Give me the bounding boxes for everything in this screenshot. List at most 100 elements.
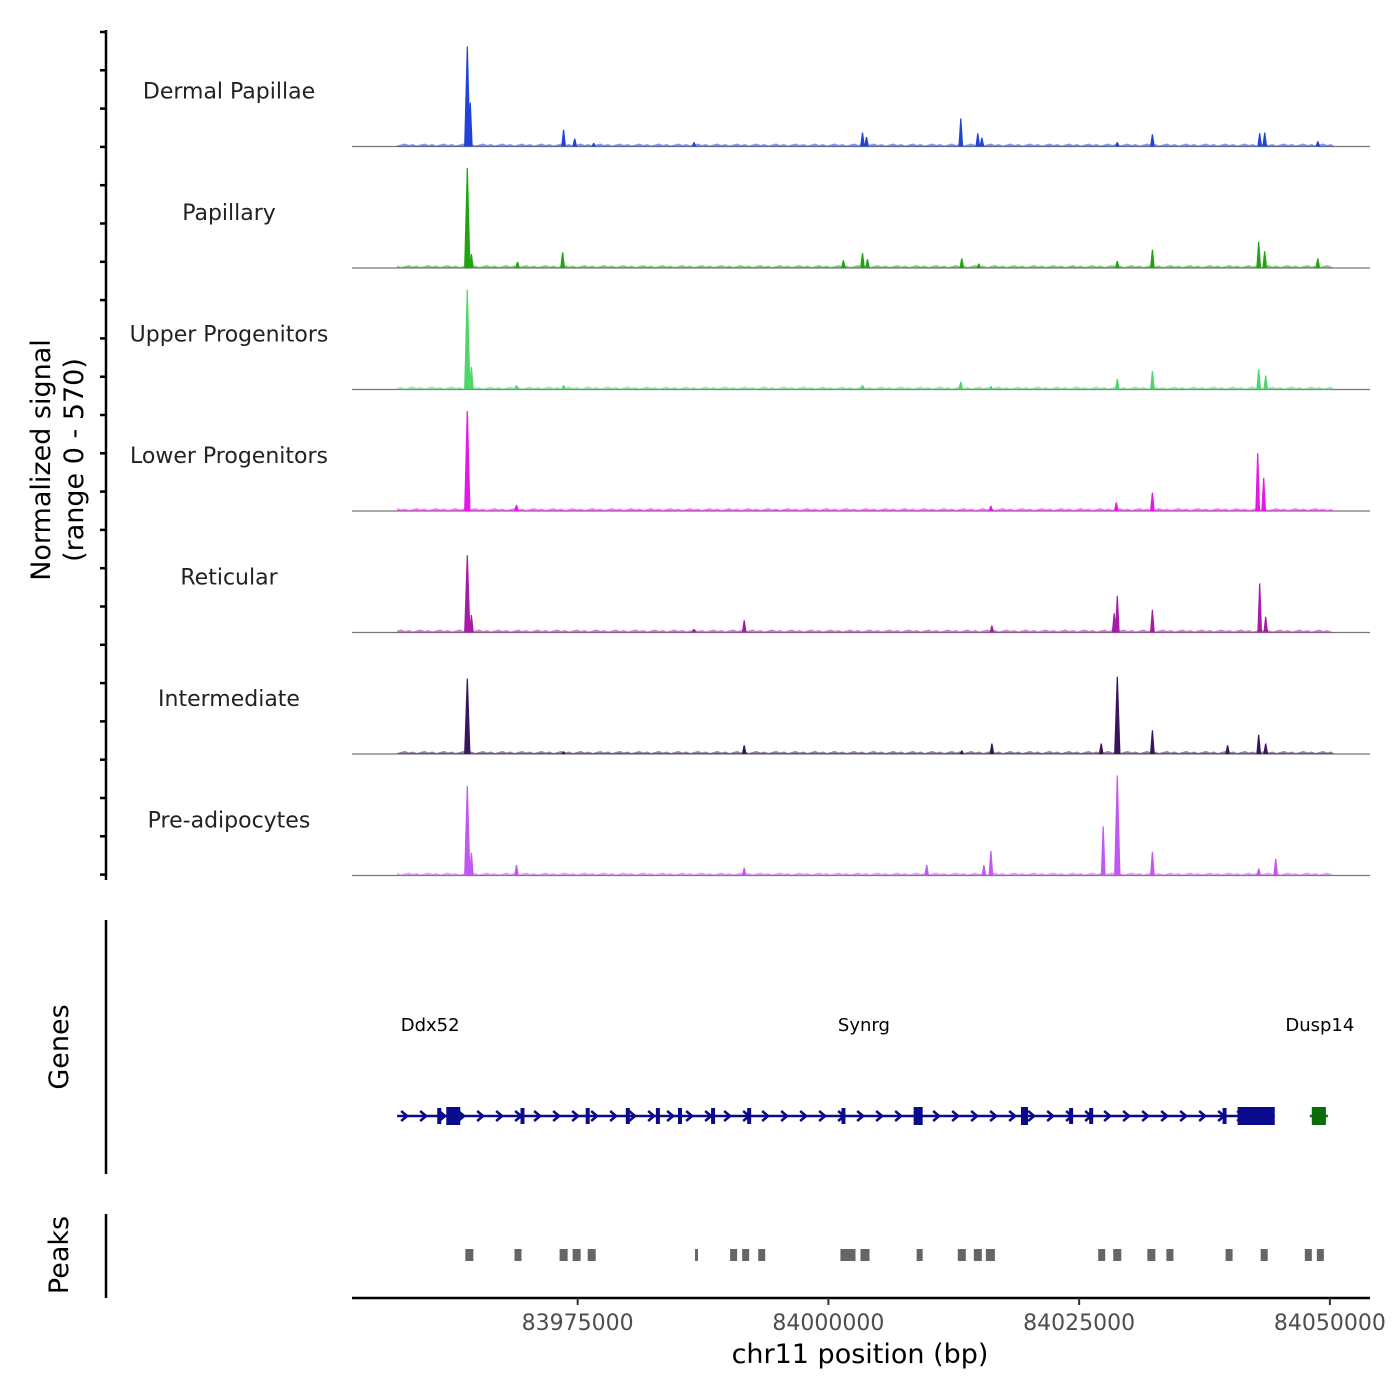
gene-label: Ddx52 [401,1015,460,1036]
gene-model [1309,1107,1328,1125]
coverage-peak [591,143,597,147]
strand-arrow [457,1110,467,1122]
gene-exon [520,1108,525,1124]
strand-arrow [628,1110,638,1122]
coverage-peak [988,505,994,511]
coverage-peak [1273,858,1279,876]
strand-arrow [533,1110,543,1122]
gene-label: Synrg [838,1015,890,1036]
track-noise [397,629,1335,633]
gene-exon [585,1108,590,1124]
coverage-peak [469,852,474,876]
coverage-peak [741,745,747,754]
coverage-peak [1114,379,1120,390]
strand-arrow [818,1110,828,1122]
coverage-peak [464,555,471,633]
strand-arrow [495,1110,505,1122]
coverage-peak [1262,132,1268,147]
strand-arrow [1179,1110,1189,1122]
peak-region [1304,1249,1312,1261]
coverage-peak [514,504,519,511]
strand-arrow [761,1110,771,1122]
peak-region [1113,1249,1122,1261]
strand-arrow [419,1110,429,1122]
strand-arrow [799,1110,809,1122]
x-tick-label: 84000000 [772,1311,884,1336]
x-axis-title: chr11 position (bp) [732,1339,989,1370]
coverage-peak [959,258,965,268]
coverage-peak [975,133,981,147]
coverage-peak [1100,826,1106,876]
coverage-track: Pre-adipocytes [148,775,1370,877]
coverage-track: Lower Progenitors [130,411,1370,512]
coverage-peak [1256,241,1262,268]
peak-region [840,1249,856,1261]
gene-exon [747,1108,752,1124]
coverage-peak [469,366,474,390]
strand-arrow [1027,1110,1037,1122]
x-tick-label: 84050000 [1274,1311,1386,1336]
peak-region [973,1249,982,1261]
coverage-peak [572,138,578,147]
peaks-axis-title: Peaks [44,1216,75,1294]
gene-track: Ddx52 Synrg Dusp14 [397,1015,1354,1125]
peak-region [730,1249,738,1261]
strand-arrow [856,1110,866,1122]
coverage-peak [989,743,995,754]
strand-arrow [400,1110,410,1122]
gene-exon [1089,1108,1094,1124]
strand-arrow [476,1110,486,1122]
coverage-peak [514,385,519,390]
track-label: Papillary [182,201,276,226]
peak-region [587,1249,596,1261]
strand-arrow [552,1110,562,1122]
strand-arrow [951,1110,961,1122]
coverage-peak [691,142,697,147]
track-label: Pre-adipocytes [148,809,311,834]
coverage-peak [1150,371,1155,390]
peak-region [695,1249,699,1261]
coverage-peak [561,751,566,754]
coverage-peak [988,850,994,876]
strand-arrow [1103,1110,1113,1122]
gene-exon [1069,1108,1074,1124]
gene-utr [1237,1107,1275,1125]
coverage-peak [1225,745,1230,754]
coverage-peak [988,386,994,390]
track-noise [397,751,1335,754]
strand-arrow [1141,1110,1151,1122]
coverage-peak [864,136,869,147]
coverage-peak [1263,616,1269,633]
coverage-peak [464,168,471,268]
coverage-peak [467,102,473,147]
coverage-peak [1114,595,1120,633]
coverage-peak [1263,743,1269,754]
coverage-peak [1262,251,1268,268]
coverage-peak [1256,734,1262,754]
gene-exon [1311,1107,1326,1125]
peak-region [559,1249,568,1261]
peak-track [465,1249,1324,1261]
peak-region [957,1249,966,1261]
coverage-peak [1150,492,1155,511]
peak-region [916,1249,923,1261]
gene-exon [841,1108,846,1124]
coverage-peak [1114,142,1120,147]
coverage-peak [560,252,565,268]
strand-arrow [647,1110,657,1122]
strand-arrow [590,1110,600,1122]
strand-arrow [1122,1110,1132,1122]
coverage-peak [1098,743,1104,754]
coverage-peak [561,385,566,390]
peak-region [860,1249,870,1261]
coverage-peak [860,132,865,147]
track-noise [397,508,1335,511]
peak-region [1166,1249,1174,1261]
strand-arrow [875,1110,885,1122]
coverage-peak [958,118,964,147]
coverage-track: Papillary [182,168,1370,269]
coverage-peak [464,289,471,390]
strand-arrow [609,1110,619,1122]
peak-region [572,1249,581,1261]
